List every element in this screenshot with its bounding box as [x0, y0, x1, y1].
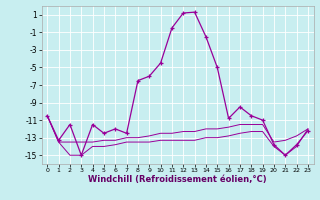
X-axis label: Windchill (Refroidissement éolien,°C): Windchill (Refroidissement éolien,°C) — [88, 175, 267, 184]
